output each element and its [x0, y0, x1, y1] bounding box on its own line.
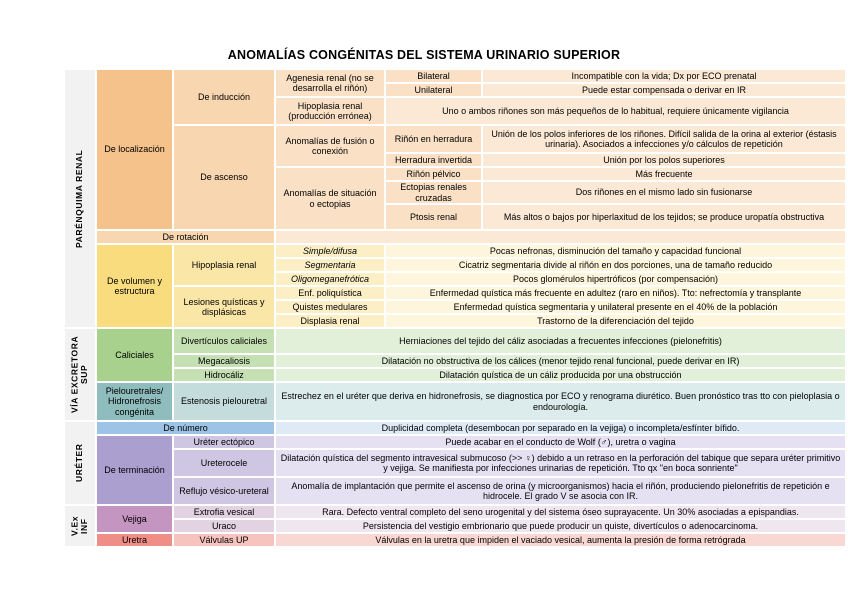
desc-hidrocaliz: Dilatación quística de un cáliz producid… [276, 369, 845, 381]
section-vex-inf: V.Ex INF [65, 506, 95, 546]
cell-rinon-herradura: Riñón en herradura [386, 126, 481, 152]
cell-simple-difusa: Simple/difusa [276, 245, 384, 257]
page-title: ANOMALÍAS CONGÉNITAS DEL SISTEMA URINARI… [227, 48, 621, 62]
cell-hipoplasia-renal-produccion: Hipoplasia renal (producción errónea) [276, 98, 384, 124]
cell-diverticulos-caliciales: Divertículos caliciales [174, 329, 274, 353]
desc-extrofia-vesical: Rara. Defecto ventral completo del seno … [276, 506, 845, 518]
anatomy-table: PARÉNQUIMA RENAL VÍA EXCRETORA SUP URÉTER V… [65, 70, 845, 546]
cell-ptosis-renal: Ptosis renal [386, 205, 481, 229]
desc-ectopias-renales-cruzadas: Dos riñones en el mismo lado sin fusiona… [483, 182, 845, 203]
group-de-numero: De número [97, 422, 274, 434]
desc-displasia-renal: Trastorno de la diferenciación del tejid… [386, 315, 845, 327]
group-hipoplasia-renal: Hipoplasia renal [174, 245, 274, 285]
cell-uraco: Uraco [174, 520, 274, 532]
group-de-induccion: De inducción [174, 70, 274, 124]
desc-hipoplasia-renal-produccion: Uno o ambos riñones son más pequeños de … [386, 98, 845, 124]
desc-estenosis-pielouretral: Estrechez en el uréter que deriva en hid… [276, 383, 845, 420]
desc-unilateral: Puede estar compensada o derivar en IR [483, 84, 845, 96]
cell-extrofia-vesical: Extrofia vesical [174, 506, 274, 518]
group-vejiga: Vejiga [97, 506, 172, 532]
desc-segmentaria: Cicatriz segmentaria divide al riñón en … [386, 259, 845, 271]
cell-herradura-invertida: Herradura invertida [386, 154, 481, 166]
cell-valvulas-up: Válvulas UP [174, 534, 274, 546]
cell-anomalias-fusion: Anomalías de fusión o conexión [276, 126, 384, 166]
desc-valvulas-up: Válvulas en la uretra que impiden el vac… [276, 534, 845, 546]
desc-simple-difusa: Pocas nefronas, disminución del tamaño y… [386, 245, 845, 257]
group-uretra: Uretra [97, 534, 172, 546]
cell-de-rotacion-empty [276, 231, 845, 243]
cell-hidrocaliz: Hidrocáliz [174, 369, 274, 381]
cell-reflujo-vesico-ureteral: Reflujo vésico-ureteral [174, 478, 274, 504]
group-lesiones-quisticas: Lesiones quísticas y displásicas [174, 287, 274, 327]
desc-oligomeganefrotica: Pocos glomérulos hipertróficos (por comp… [386, 273, 845, 285]
group-de-rotacion: De rotación [97, 231, 274, 243]
cell-ureter-ectopico: Uréter ectópico [174, 436, 274, 448]
group-pielouretrales: Pielouretrales/ Hidronefrosis congénita [97, 383, 172, 420]
cell-estenosis-pielouretral: Estenosis pielouretral [174, 383, 274, 420]
desc-diverticulos-caliciales: Herniaciones del tejido del cáliz asocia… [276, 329, 845, 353]
cell-bilateral: Bilateral [386, 70, 481, 82]
cell-quistes-medulares: Quistes medulares [276, 301, 384, 313]
desc-enf-poliquistica: Enfermedad quística más frecuente en adu… [386, 287, 845, 299]
desc-de-numero: Duplicidad completa (desembocan por sepa… [276, 422, 845, 434]
cell-displasia-renal: Displasia renal [276, 315, 384, 327]
desc-bilateral: Incompatible con la vida; Dx por ECO pre… [483, 70, 845, 82]
group-de-terminacion: De terminación [97, 436, 172, 504]
desc-rinon-pelvico: Más frecuente [483, 168, 845, 180]
section-parenquima-renal: PARÉNQUIMA RENAL [65, 70, 95, 327]
cell-rinon-pelvico: Riñón pélvico [386, 168, 481, 180]
group-de-volumen-y-estructura: De volumen y estructura [97, 245, 172, 327]
cell-megacaliosis: Megacaliosis [174, 355, 274, 367]
desc-ptosis-renal: Más altos o bajos por hiperlaxitud de lo… [483, 205, 845, 229]
desc-quistes-medulares: Enfermedad quística segmentaria y unilat… [386, 301, 845, 313]
group-de-ascenso: De ascenso [174, 126, 274, 229]
cell-ureterocele: Ureterocele [174, 450, 274, 476]
desc-uraco: Persistencia del vestigio embrionario qu… [276, 520, 845, 532]
cell-agenesia-renal: Agenesia renal (no se desarrolla el riñó… [276, 70, 384, 96]
cell-unilateral: Unilateral [386, 84, 481, 96]
section-ureter: URÉTER [65, 422, 95, 504]
cell-segmentaria: Segmentaria [276, 259, 384, 271]
desc-rinon-herradura: Unión de los polos inferiores de los riñ… [483, 126, 845, 152]
desc-reflujo-vesico-ureteral: Anomalía de implantación que permite el … [276, 478, 845, 504]
group-de-localizacion: De localización [97, 70, 172, 229]
group-caliciales: Caliciales [97, 329, 172, 381]
cell-oligomeganefrotica: Oligomeganefrótica [276, 273, 384, 285]
section-via-excretora-sup: VÍA EXCRETORA SUP [65, 329, 95, 420]
cell-anomalias-situacion: Anomalías de situación o ectopias [276, 168, 384, 229]
desc-ureter-ectopico: Puede acabar en el conducto de Wolf (♂),… [276, 436, 845, 448]
desc-megacaliosis: Dilatación no obstructiva de los cálices… [276, 355, 845, 367]
cell-enf-poliquistica: Enf. poliquística [276, 287, 384, 299]
desc-herradura-invertida: Unión por los polos superiores [483, 154, 845, 166]
desc-ureterocele: Dilatación quística del segmento intrave… [276, 450, 845, 476]
cell-ectopias-renales-cruzadas: Ectopias renales cruzadas [386, 182, 481, 203]
